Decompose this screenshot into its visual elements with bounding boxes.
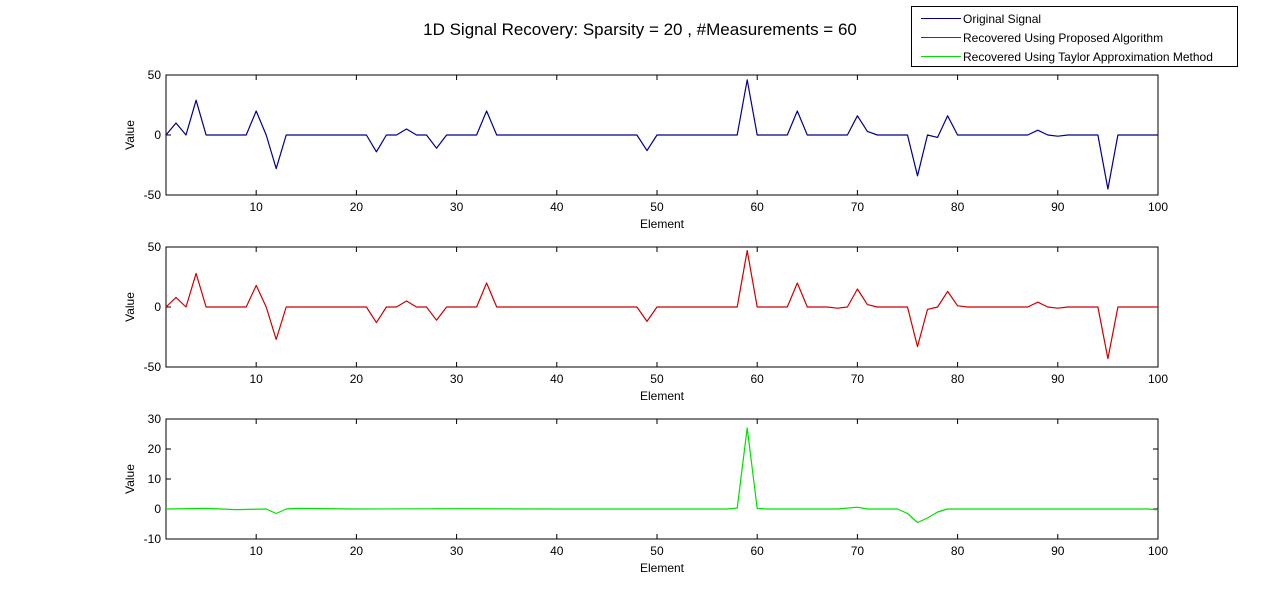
legend: Original Signal Recovered Using Proposed… [911, 6, 1238, 67]
legend-label-original: Original Signal [963, 12, 1042, 26]
legend-entry-original: Original Signal [912, 10, 1237, 28]
subplot-2-y-tick-label: 0 [154, 300, 161, 314]
legend-label-proposed: Recovered Using Proposed Algorithm [963, 31, 1164, 45]
subplot-3-y-tick-label: 20 [148, 442, 162, 456]
subplot-1-y-tick-label: 50 [148, 68, 162, 82]
subplot-2-x-tick-label: 10 [250, 372, 264, 386]
legend-swatch-original [921, 18, 961, 19]
subplot-1-x-tick-label: 10 [250, 200, 264, 214]
subplot-3-y-axis-label: Value [123, 464, 137, 494]
subplot-3-x-tick-label: 10 [250, 544, 264, 558]
subplot-3-x-tick-label: 90 [1051, 544, 1065, 558]
subplot-1-x-tick-label: 20 [350, 200, 364, 214]
subplot-3-x-tick-label: 70 [851, 544, 865, 558]
subplot-2-x-tick-label: 70 [851, 372, 865, 386]
subplot-1-x-tick-label: 80 [951, 200, 965, 214]
subplot-2-x-tick-label: 100 [1148, 372, 1168, 386]
subplot-3-x-tick-label: 100 [1148, 544, 1168, 558]
subplot-2-x-tick-label: 90 [1051, 372, 1065, 386]
subplot-2-y-axis-label: Value [123, 292, 137, 322]
legend-label-taylor: Recovered Using Taylor Approximation Met… [963, 50, 1213, 64]
subplot-2-y-tick-label: -50 [144, 360, 162, 374]
subplot-2-series-line [165, 250, 1158, 360]
legend-swatch-proposed [921, 37, 961, 38]
subplot-2-x-tick-label: 20 [350, 372, 364, 386]
subplot-1-x-tick-label: 90 [1051, 200, 1065, 214]
legend-swatch-taylor [921, 56, 961, 57]
subplot-3-x-tick-label: 50 [650, 544, 664, 558]
subplot-3-x-tick-label: 30 [450, 544, 464, 558]
subplot-2-y-tick-label: 50 [148, 240, 162, 254]
subplot-1-x-tick-label: 40 [550, 200, 564, 214]
subplot-2-x-tick-label: 80 [951, 372, 965, 386]
subplot-1-x-tick-label: 60 [751, 200, 765, 214]
subplot-1-x-tick-label: 30 [450, 200, 464, 214]
subplot-3-x-tick-label: 60 [751, 544, 765, 558]
subplot-2-x-tick-label: 60 [751, 372, 765, 386]
subplot-1-y-tick-label: -50 [144, 188, 162, 202]
subplot-3-series-line [165, 427, 1159, 524]
legend-entry-taylor: Recovered Using Taylor Approximation Met… [912, 48, 1237, 66]
subplot-1-x-tick-label: 50 [650, 200, 664, 214]
subplot-3-axes-box [165, 418, 1159, 540]
subplot-1-y-tick-label: 0 [154, 128, 161, 142]
subplot-2-x-tick-label: 50 [650, 372, 664, 386]
subplot-3-x-tick-label: 20 [350, 544, 364, 558]
subplot-1-x-tick-label: 70 [851, 200, 865, 214]
subplot-2-x-axis-label: Element [640, 389, 685, 403]
subplot-3-x-tick-label: 80 [951, 544, 965, 558]
subplot-1-x-axis-label: Element [640, 217, 685, 231]
subplot-3-x-axis-label: Element [640, 561, 685, 575]
figure-title: 1D Signal Recovery: Sparsity = 20 , #Mea… [423, 20, 857, 39]
subplot-3-y-tick-label: 10 [148, 472, 162, 486]
legend-entry-proposed: Recovered Using Proposed Algorithm [912, 29, 1237, 47]
subplot-1-y-axis-label: Value [123, 120, 137, 150]
subplot-2-x-tick-label: 30 [450, 372, 464, 386]
subplot-3-x-tick-label: 40 [550, 544, 564, 558]
subplot-3-y-tick-label: 0 [154, 502, 161, 516]
subplot-3-y-tick-label: -10 [144, 532, 162, 546]
subplot-1-series-line [165, 79, 1158, 190]
subplot-1-x-tick-label: 100 [1148, 200, 1168, 214]
subplot-2-x-tick-label: 40 [550, 372, 564, 386]
subplot-3-y-tick-label: 30 [148, 412, 162, 426]
